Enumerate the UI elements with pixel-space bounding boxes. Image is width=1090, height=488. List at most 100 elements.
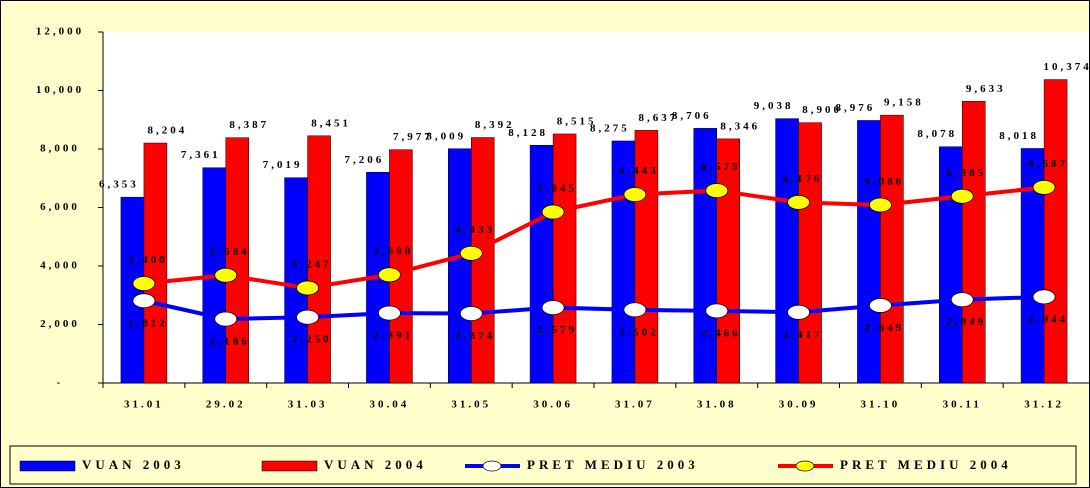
line-marker xyxy=(1032,289,1056,305)
line-marker xyxy=(950,188,974,204)
bar-value-label: 8,387 xyxy=(229,119,269,131)
bar xyxy=(389,149,413,384)
bar xyxy=(284,177,308,384)
line-marker xyxy=(541,204,565,220)
bar-value-label: 8,009 xyxy=(426,130,466,142)
bar-value-label: 8,900 xyxy=(802,104,842,116)
line-value-label: 2,649 xyxy=(865,322,905,334)
x-tick-label: 30.06 xyxy=(533,399,573,411)
bar xyxy=(939,146,963,384)
y-tick-label: 8,000 xyxy=(40,143,80,155)
bar xyxy=(857,120,881,384)
line-value-label: 2,186 xyxy=(210,336,250,348)
line-value-label: 5,845 xyxy=(537,183,577,195)
legend-marker xyxy=(795,460,815,472)
bar-value-label: 7,019 xyxy=(263,159,303,171)
bar-value-label: 7,977 xyxy=(393,131,433,143)
bar-value-label: 8,515 xyxy=(557,115,597,127)
bar xyxy=(1043,79,1068,384)
bar-value-label: 9,038 xyxy=(754,100,794,112)
line xyxy=(143,185,1045,291)
x-tick-label: 31.03 xyxy=(288,399,328,411)
bar xyxy=(552,133,577,384)
bar xyxy=(880,114,904,384)
line-value-label: 3,698 xyxy=(374,245,414,257)
bar-value-label: 6,353 xyxy=(99,179,139,191)
line-marker xyxy=(214,267,238,283)
line-marker xyxy=(459,245,483,261)
line-value-label: 2,466 xyxy=(701,327,741,339)
line-marker xyxy=(541,300,565,315)
bar-value-label: 8,128 xyxy=(508,127,548,139)
bar-value-label: 8,204 xyxy=(148,125,188,137)
y-tick-label: 4,000 xyxy=(40,260,80,272)
line xyxy=(143,294,1045,322)
bar-value-label: 8,706 xyxy=(672,110,712,122)
bar-value-label: 8,451 xyxy=(311,117,351,129)
bar-value-label: 8,976 xyxy=(836,102,876,114)
y-tick-label: 6,000 xyxy=(40,201,80,213)
line-marker xyxy=(787,195,810,210)
line-value-label: 3,684 xyxy=(210,246,250,258)
line-value-label: 3,400 xyxy=(128,254,168,266)
x-tick-label: 31.01 xyxy=(124,399,164,411)
line-marker xyxy=(459,306,483,321)
bar-value-label: 8,346 xyxy=(720,120,760,132)
line-marker xyxy=(296,309,319,325)
line-marker xyxy=(132,293,156,309)
x-tick-label: 31.07 xyxy=(615,399,655,411)
legend-marker xyxy=(261,460,318,472)
bar xyxy=(798,122,822,384)
y-tick-label: 2,000 xyxy=(40,318,80,330)
line-marker xyxy=(869,298,892,313)
x-tick-label: 30.09 xyxy=(779,399,819,411)
line-marker xyxy=(869,197,892,213)
bar xyxy=(448,148,472,384)
line-value-label: 2,391 xyxy=(374,330,414,342)
y-tick-label: - xyxy=(57,377,64,389)
y-tick-label: 12,000 xyxy=(36,26,84,38)
line-marker xyxy=(623,302,647,318)
bar xyxy=(962,100,986,384)
bar-value-label: 8,392 xyxy=(475,119,515,131)
x-tick-label: 31.08 xyxy=(697,399,737,411)
bar xyxy=(775,118,799,384)
line-value-label: 2,502 xyxy=(619,326,659,338)
bar-value-label: 9,633 xyxy=(966,83,1006,95)
bar-value-label: 7,206 xyxy=(345,154,385,166)
legend-label: VUAN 2003 xyxy=(82,457,185,472)
plot-area xyxy=(103,32,1089,383)
line-marker xyxy=(787,304,810,320)
x-tick-label: 29.02 xyxy=(206,399,246,411)
line-value-label: 2,579 xyxy=(537,324,577,336)
line-value-label: 3,247 xyxy=(292,259,332,271)
legend-label: PRET MEDIU 2003 xyxy=(527,457,699,472)
line-value-label: 6,579 xyxy=(701,161,741,173)
line-marker xyxy=(378,305,401,321)
legend-label: PRET MEDIU 2004 xyxy=(840,457,1012,472)
legend-marker xyxy=(19,460,76,472)
line-marker xyxy=(378,267,401,283)
bar-value-label: 10,374 xyxy=(1043,61,1090,73)
bar-value-label: 8,078 xyxy=(917,128,957,140)
x-tick-label: 30.11 xyxy=(943,399,982,411)
line-value-label: 6,385 xyxy=(946,167,986,179)
line-value-label: 2,812 xyxy=(128,317,168,329)
line-marker xyxy=(132,276,156,291)
legend-box xyxy=(9,445,1077,485)
x-tick-label: 31.05 xyxy=(451,399,491,411)
bar xyxy=(529,145,554,384)
bar-value-label: 8,018 xyxy=(999,130,1039,142)
y-tick-label: 10,000 xyxy=(36,84,84,96)
bar xyxy=(611,140,636,384)
x-tick-label: 31.10 xyxy=(861,399,901,411)
x-tick-label: 30.04 xyxy=(370,399,410,411)
line-value-label: 6,443 xyxy=(619,165,659,177)
bar-value-label: 8,637 xyxy=(639,112,679,124)
line-value-label: 2,250 xyxy=(292,334,332,346)
line-marker xyxy=(1032,180,1056,195)
line-value-label: 6,687 xyxy=(1028,158,1068,170)
legend-marker xyxy=(482,460,502,472)
bar-value-label: 7,361 xyxy=(181,149,221,161)
